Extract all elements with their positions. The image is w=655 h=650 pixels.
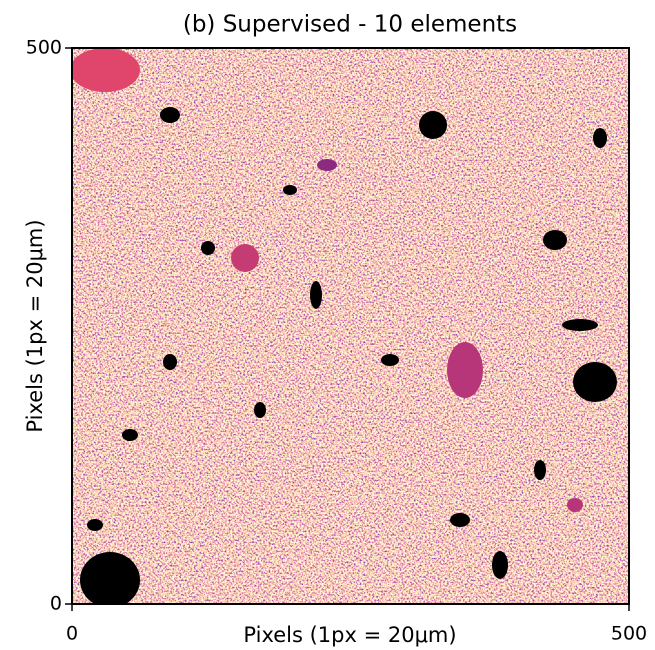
image-area (72, 48, 629, 604)
y-axis-label: Pixels (1px = 20μm) (23, 219, 47, 432)
image (72, 48, 629, 604)
colored-regions (72, 48, 583, 512)
y-tick-label: 500 (26, 37, 62, 59)
x-tick-label: 0 (66, 623, 78, 645)
chart-title: (b) Supervised - 10 elements (183, 12, 517, 38)
plot-frame (71, 47, 630, 605)
dark-regions (80, 107, 617, 604)
y-tick-label: 0 (50, 593, 62, 615)
x-axis-label: Pixels (1px = 20μm) (243, 623, 456, 647)
x-tick-label: 500 (611, 623, 647, 645)
